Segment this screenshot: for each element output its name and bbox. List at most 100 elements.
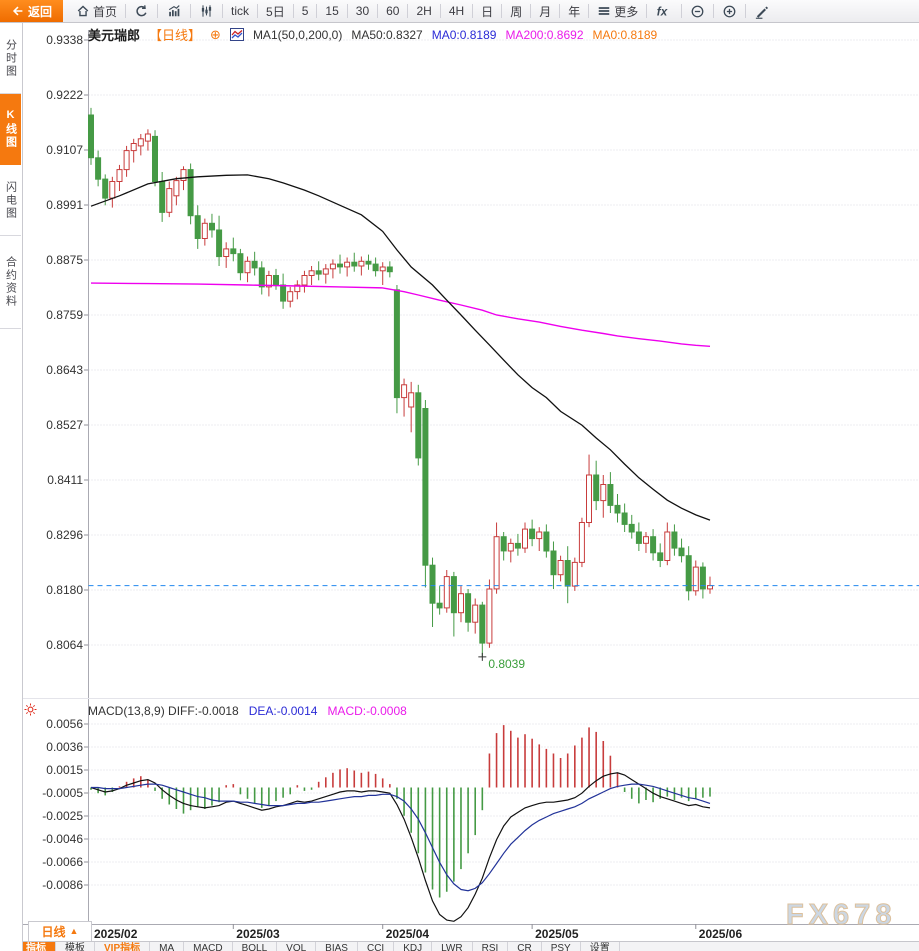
interval-60[interactable]: 60 — [378, 0, 407, 22]
svg-text:fx: fx — [657, 5, 668, 18]
interval-tick[interactable]: tick — [223, 0, 257, 22]
macd-dea-value: DEA:-0.0014 — [248, 704, 318, 718]
add-indicator-icon[interactable]: ⊕ — [210, 26, 221, 42]
indicator-settings-sun-icon[interactable] — [24, 703, 37, 721]
tab-KDJ[interactable]: KDJ — [394, 942, 433, 951]
period-selector[interactable]: 日线 ▲ — [28, 921, 92, 942]
interval-5d-label: 5日 — [266, 4, 285, 19]
ma0-orange-value: MA0:0.8189 — [592, 27, 658, 42]
svg-text:0.8643: 0.8643 — [46, 363, 83, 377]
watermark: FX678 — [785, 899, 897, 932]
tab-指标[interactable]: 指标 — [17, 942, 56, 951]
interval-5-label: 5 — [301, 4, 309, 18]
tab-模板[interactable]: 模板 — [56, 942, 95, 951]
interval-15-label: 15 — [325, 4, 339, 18]
tab-VOL[interactable]: VOL — [277, 942, 317, 951]
interval-30-label: 30 — [355, 4, 370, 18]
symbol-name: 美元瑞郎 — [88, 28, 141, 43]
back-button[interactable]: 返回 — [0, 0, 64, 22]
interval-60-label: 60 — [386, 4, 400, 18]
tab-MA[interactable]: MA — [150, 942, 185, 951]
more-button[interactable]: 更多 — [589, 0, 646, 22]
interval-month[interactable]: 月 — [531, 0, 559, 22]
interval-5[interactable]: 5 — [294, 0, 317, 22]
svg-text:2025/03: 2025/03 — [236, 927, 280, 941]
svg-text:2025/05: 2025/05 — [535, 927, 579, 941]
chart-type-sidebar: 分时图 K线图 闪电图 合约资料 — [0, 23, 23, 951]
svg-text:2025/06: 2025/06 — [699, 927, 743, 941]
ma0-blue-value: MA0:0.8189 — [431, 27, 497, 42]
interval-4h-label: 4H — [448, 4, 465, 18]
svg-text:0.0015: 0.0015 — [46, 763, 83, 777]
interval-2h[interactable]: 2H — [408, 0, 439, 22]
interval-year-label: 年 — [568, 4, 581, 19]
bar-chart-icon — [166, 4, 182, 18]
interval-week[interactable]: 周 — [502, 0, 530, 22]
svg-text:0.8411: 0.8411 — [47, 473, 83, 487]
draw-button[interactable] — [746, 0, 777, 22]
zoom-out-button[interactable] — [682, 0, 713, 22]
interval-year[interactable]: 年 — [560, 0, 588, 22]
svg-text:0.8064: 0.8064 — [46, 638, 83, 652]
refresh-icon — [134, 4, 149, 19]
tab-BIAS[interactable]: BIAS — [316, 942, 358, 951]
svg-text:0.9222: 0.9222 — [46, 88, 83, 102]
svg-text:0.0056: 0.0056 — [46, 717, 83, 731]
tab-CCI[interactable]: CCI — [358, 942, 395, 951]
chart-header: 美元瑞郎 【日线】 ⊕ MA1(50,0,200,0) MA50:0.8327 … — [88, 25, 657, 44]
candle-chart-button[interactable] — [191, 0, 222, 22]
macd-header: MACD(13,8,9) DIFF:-0.0018 DEA:-0.0014 MA… — [88, 704, 407, 718]
svg-text:0.9338: 0.9338 — [46, 33, 83, 47]
line-chart-button[interactable] — [158, 0, 190, 22]
indicator-fx-button[interactable]: fx — [647, 0, 681, 22]
fx-icon: fx — [655, 4, 673, 19]
home-button[interactable]: 首页 — [68, 0, 125, 22]
svg-text:-0.0046: -0.0046 — [42, 832, 83, 846]
tab-设置[interactable]: 设置 — [581, 942, 620, 951]
more-button-label: 更多 — [614, 4, 639, 19]
interval-day-label: 日 — [481, 4, 494, 19]
svg-text:2025/02: 2025/02 — [94, 927, 138, 941]
home-icon — [76, 4, 90, 18]
ma-params: MA1(50,0,200,0) — [252, 27, 343, 42]
svg-text:0.8875: 0.8875 — [46, 253, 83, 267]
zoom-in-button[interactable] — [714, 0, 745, 22]
tab-PSY[interactable]: PSY — [542, 942, 581, 951]
mini-chart-icon — [229, 28, 244, 41]
sidebar-item-K线图[interactable]: K线图 — [0, 94, 21, 165]
zoom-in-icon — [722, 4, 737, 19]
back-button-label: 返回 — [28, 4, 53, 19]
svg-text:0.8991: 0.8991 — [46, 198, 83, 212]
interval-5d[interactable]: 5日 — [258, 0, 293, 22]
period-selector-label: 日线 — [41, 925, 66, 939]
tab-RSI[interactable]: RSI — [473, 942, 509, 951]
interval-30[interactable]: 30 — [348, 0, 377, 22]
tab-CR[interactable]: CR — [508, 942, 542, 951]
macd-value: MACD:-0.0008 — [327, 704, 407, 718]
sidebar-item-合约资料[interactable]: 合约资料 — [0, 236, 21, 329]
tab-VIP指标[interactable]: VIP指标 — [95, 942, 151, 951]
candles-icon — [199, 4, 214, 18]
tab-BOLL[interactable]: BOLL — [233, 942, 278, 951]
refresh-button[interactable] — [126, 0, 157, 22]
interval-day[interactable]: 日 — [473, 0, 501, 22]
pencil-icon — [754, 4, 769, 19]
sidebar-item-闪电图[interactable]: 闪电图 — [0, 165, 21, 236]
svg-text:0.8527: 0.8527 — [46, 418, 83, 432]
svg-text:2025/04: 2025/04 — [386, 927, 430, 941]
macd-diff-value: MACD(13,8,9) DIFF:-0.0018 — [88, 704, 239, 718]
ma200-value: MA200:0.8692 — [505, 27, 584, 42]
interval-4h[interactable]: 4H — [441, 0, 472, 22]
period-label: 【日线】 — [149, 28, 202, 43]
tab-LWR[interactable]: LWR — [432, 942, 473, 951]
svg-text:0.8759: 0.8759 — [46, 308, 83, 322]
interval-15[interactable]: 15 — [317, 0, 346, 22]
sidebar-item-分时图[interactable]: 分时图 — [0, 23, 21, 94]
svg-text:-0.0025: -0.0025 — [42, 809, 83, 823]
ma50-value: MA50:0.8327 — [351, 27, 423, 42]
back-arrow-icon — [11, 4, 25, 18]
tab-MACD[interactable]: MACD — [184, 942, 233, 951]
home-button-label: 首页 — [93, 4, 118, 19]
